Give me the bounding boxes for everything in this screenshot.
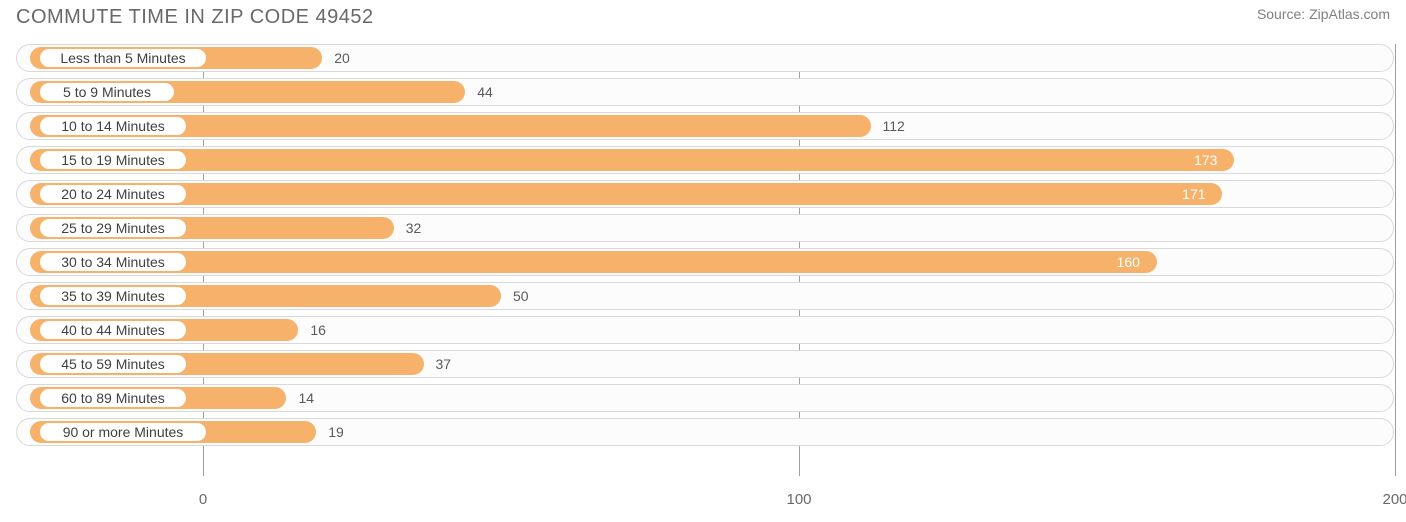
category-label-cap: 90 or more Minutes	[38, 421, 208, 443]
source-name: ZipAtlas.com	[1309, 6, 1390, 22]
bar-value-label: 160	[1117, 248, 1140, 276]
x-tick-label: 100	[786, 491, 811, 508]
bar-value-label: 19	[328, 418, 344, 446]
chart-title: COMMUTE TIME IN ZIP CODE 49452	[16, 6, 374, 29]
category-label-cap: 5 to 9 Minutes	[38, 81, 176, 103]
category-label-cap: 30 to 34 Minutes	[38, 251, 188, 273]
bar-value-label: 173	[1194, 146, 1217, 174]
x-tick-label: 200	[1382, 491, 1406, 508]
chart-container: COMMUTE TIME IN ZIP CODE 49452 Source: Z…	[0, 0, 1406, 522]
bar-row: 10 to 14 Minutes 112	[16, 112, 1394, 140]
bar-value-label: 20	[334, 44, 350, 72]
bar-row: 25 to 29 Minutes 32	[16, 214, 1394, 242]
bar-row: 20 to 24 Minutes 171	[16, 180, 1394, 208]
bar-value-label: 50	[513, 282, 529, 310]
category-label-cap: 60 to 89 Minutes	[38, 387, 188, 409]
category-label-cap: 10 to 14 Minutes	[38, 115, 188, 137]
bar-value-label: 171	[1182, 180, 1205, 208]
bar-row: 40 to 44 Minutes 16	[16, 316, 1394, 344]
bar-row: 90 or more Minutes 19	[16, 418, 1394, 446]
bar-row: 60 to 89 Minutes 14	[16, 384, 1394, 412]
category-label-cap: 15 to 19 Minutes	[38, 149, 188, 171]
category-label-cap: 35 to 39 Minutes	[38, 285, 188, 307]
bar-value-label: 14	[298, 384, 314, 412]
source-attribution: Source: ZipAtlas.com	[1257, 6, 1390, 22]
gridline	[1395, 44, 1396, 476]
bar-row: 15 to 19 Minutes 173	[16, 146, 1394, 174]
bar-value-label: 16	[310, 316, 326, 344]
bar-value-label: 37	[436, 350, 452, 378]
bar-row: 5 to 9 Minutes 44	[16, 78, 1394, 106]
bar-row: Less than 5 Minutes 20	[16, 44, 1394, 72]
x-tick-label: 0	[199, 491, 207, 508]
category-label-cap: 45 to 59 Minutes	[38, 353, 188, 375]
category-label-cap: 40 to 44 Minutes	[38, 319, 188, 341]
bar-row: 45 to 59 Minutes 37	[16, 350, 1394, 378]
x-axis: 0100200	[16, 480, 1394, 516]
bar	[30, 149, 1234, 171]
bar-row: 30 to 34 Minutes 160	[16, 248, 1394, 276]
bar	[30, 251, 1157, 273]
category-label-cap: Less than 5 Minutes	[38, 47, 208, 69]
bar	[30, 183, 1222, 205]
bar-value-label: 44	[477, 78, 493, 106]
bar-value-label: 112	[883, 112, 905, 140]
category-label-cap: 20 to 24 Minutes	[38, 183, 188, 205]
source-prefix: Source:	[1257, 6, 1309, 22]
category-label-cap: 25 to 29 Minutes	[38, 217, 188, 239]
plot-area: Less than 5 Minutes 20 5 to 9 Minutes 44 10 …	[16, 44, 1394, 476]
bar-value-label: 32	[406, 214, 422, 242]
bar-row: 35 to 39 Minutes 50	[16, 282, 1394, 310]
